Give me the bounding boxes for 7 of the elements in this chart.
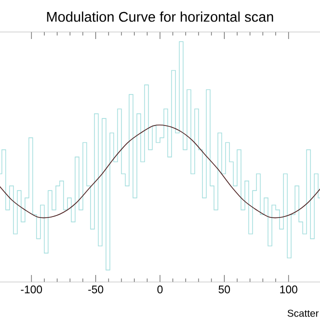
x-axis-title: Scatter bbox=[288, 310, 319, 317]
x-tick-label: -50 bbox=[88, 286, 104, 294]
x-tick-label: 0 bbox=[157, 286, 163, 294]
chart-title: Modulation Curve for horizontal scan bbox=[47, 12, 274, 22]
x-tick-label: 50 bbox=[218, 286, 230, 294]
x-tick-label: 100 bbox=[280, 286, 298, 294]
x-tick-label: -100 bbox=[20, 286, 42, 294]
